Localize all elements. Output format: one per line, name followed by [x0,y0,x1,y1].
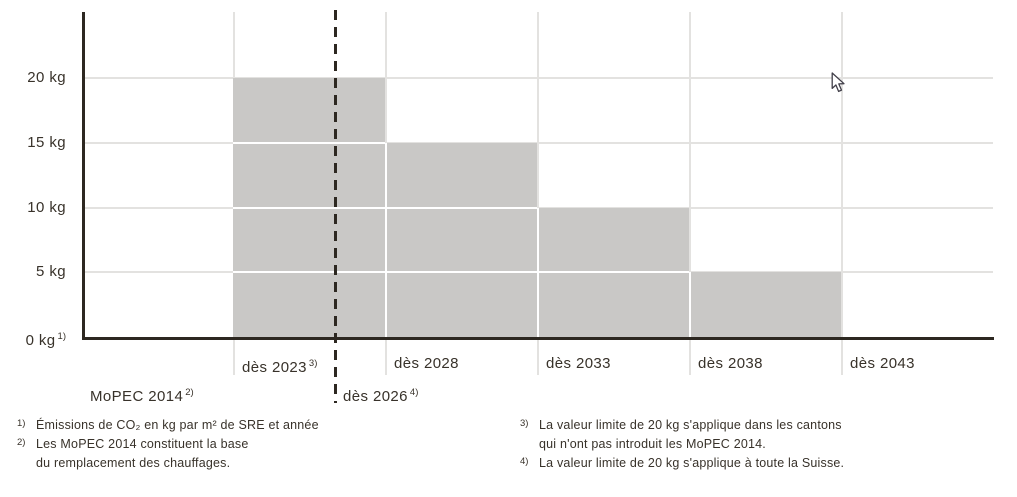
x-tick-dès-2033-text: dès 2033 [546,355,611,372]
footnote-line: du remplacement des chauffages. [36,456,231,470]
y-tick-0kg: 0 kg 1) [0,327,66,351]
dashed-milestone-line [334,10,337,403]
y-tick-20kg: 20 kg [0,68,66,88]
footnote-text: Les MoPEC 2014 constituent la base du rem… [36,435,319,473]
bar-step-separator [539,271,689,274]
bar-step-separator [387,271,537,274]
gridline-v-4 [841,12,843,375]
footnote-column-left: 1) Émissions de CO₂ en kg par m² de SRE e… [17,416,319,473]
y-axis-line [81,12,85,340]
footnote-4: 4) La valeur limite de 20 kg s'applique à… [520,454,844,473]
y-tick-0kg-text: 0 kg [25,332,56,349]
bar-step-separator [233,206,385,209]
y-tick-15kg-text: 15 kg [27,133,66,151]
bar-dès-2023 [233,78,385,337]
y-tick-5kg: 5 kg [0,262,66,282]
footnote-marker: 2) [17,437,26,448]
y-tick-20kg-text: 20 kg [27,69,66,86]
x-tick-dès-2028-text: dès 2028 [394,355,459,372]
footnote-marker: 3) [520,418,529,429]
x-tick-dès-2038: dès 2038 [698,355,763,373]
footnote-ref-mark: 1) [57,331,66,342]
footnote-marker: 4) [520,456,529,467]
x-tick-dès-2038-text: dès 2038 [698,355,763,372]
y-tick-10kg-text: 10 kg [27,198,66,216]
footnote-text: Émissions de CO₂ en kg par m² de SRE et … [36,416,319,435]
gridline-v-3 [689,12,691,375]
x-tick-dès-2043: dès 2043 [850,355,915,373]
footnote-line: qui n'ont pas introduit les MoPEC 2014. [539,437,766,451]
bar-step-separator [233,271,385,274]
y-tick-5kg-text: 5 kg [36,263,66,281]
bar-dès-2038 [689,272,841,337]
bar-step-separator [387,206,537,209]
x-tick-dès-2028: dès 2028 [394,355,459,373]
footnote-column-right: 3) La valeur limite de 20 kg s'applique d… [520,416,844,473]
baseline-label-mopec-2014-text: MoPEC 2014 [90,388,184,405]
x-axis-line [81,337,994,340]
bar-step-separator [233,141,385,144]
x-tick-dès-2033: dès 2033 [546,355,611,373]
footnote-line: La valeur limite de 20 kg s'applique dan… [539,418,842,432]
dashed-line-label-des-2026-text: dès 2026 [343,388,408,405]
y-tick-10kg: 10 kg [0,198,66,218]
footnote-2: 2) Les MoPEC 2014 constituent la base du r… [17,435,319,473]
baseline-label-mopec-2014: MoPEC 2014 2) [90,384,194,406]
x-tick-dès-2023-text: dès 2023 [242,359,307,376]
x-tick-dès-2023: dès 2023 3) [242,355,317,377]
footnote-marker: 1) [17,418,26,429]
y-tick-15kg: 15 kg [0,133,66,153]
footnote-ref-mark: 4) [409,387,419,398]
dashed-line-label-des-2026: dès 2026 4) [343,384,418,406]
footnote-line: Émissions de CO₂ en kg par m² de SRE et … [36,418,319,432]
footnote-ref-mark: 3) [308,358,318,369]
footnote-line: La valeur limite de 20 kg s'applique à t… [539,456,845,470]
footnote-text: La valeur limite de 20 kg s'applique à t… [539,454,844,473]
mouse-cursor-icon [831,72,845,93]
footnote-3: 3) La valeur limite de 20 kg s'applique d… [520,416,844,454]
gridline-v-2 [537,12,539,375]
footnote-1: 1) Émissions de CO₂ en kg par m² de SRE e… [17,416,319,435]
footnote-ref-mark: 2) [185,387,194,398]
bar-dès-2028 [385,142,537,337]
bar-dès-2033 [537,207,689,337]
footnote-text: La valeur limite de 20 kg s'applique dan… [539,416,844,454]
x-tick-dès-2043-text: dès 2043 [850,355,915,372]
footnote-line: Les MoPEC 2014 constituent la base [36,437,249,451]
